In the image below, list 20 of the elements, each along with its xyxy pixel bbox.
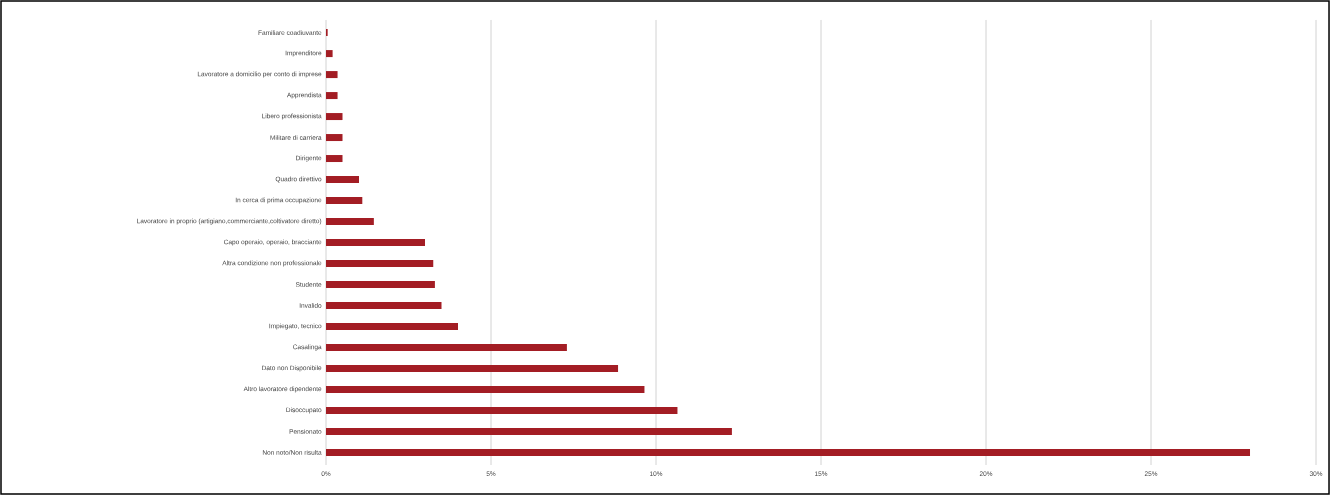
bar xyxy=(326,280,435,288)
bar xyxy=(326,427,732,435)
bar xyxy=(326,218,374,226)
bar xyxy=(326,259,434,267)
bar xyxy=(326,71,338,79)
bar xyxy=(326,50,333,58)
bar xyxy=(326,406,678,414)
bar xyxy=(326,322,458,330)
bar xyxy=(326,176,359,184)
bar xyxy=(326,301,442,309)
bar xyxy=(326,113,343,121)
bar xyxy=(326,155,343,163)
bar xyxy=(326,343,567,351)
bar xyxy=(326,364,619,372)
bar xyxy=(326,385,645,393)
bar xyxy=(326,134,343,142)
bar xyxy=(326,448,1251,456)
bar xyxy=(326,197,363,205)
bar xyxy=(326,92,338,100)
bar xyxy=(326,239,425,246)
